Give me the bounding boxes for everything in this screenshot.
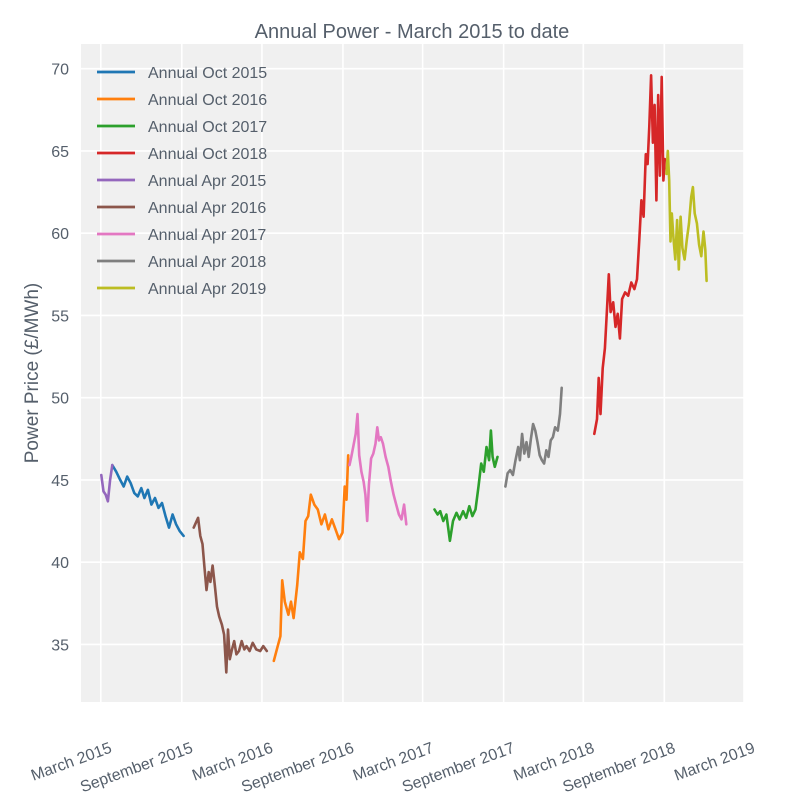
series-line-annual-oct-2018 — [593, 74, 667, 436]
legend-label: Annual Apr 2017 — [148, 227, 266, 244]
series-line-annual-oct-2017 — [433, 429, 499, 543]
series-line-annual-apr-2018 — [504, 386, 563, 488]
series-line-annual-apr-2015 — [100, 463, 114, 503]
series-line-annual-oct-2015 — [111, 463, 185, 538]
legend-label: Annual Apr 2018 — [148, 254, 266, 271]
y-axis-label: Power Price (£/MWh) — [22, 283, 43, 464]
y-tick-label: 35 — [51, 637, 69, 654]
legend-label: Annual Apr 2019 — [148, 281, 266, 298]
y-tick-label: 50 — [51, 391, 69, 408]
legend: Annual Oct 2015 Annual Oct 2016 Annual Oct… — [97, 65, 267, 298]
series-line-annual-apr-2016 — [192, 516, 269, 674]
legend-label: Annual Apr 2015 — [148, 173, 266, 190]
plot-area — [81, 44, 744, 702]
y-tick-label: 70 — [51, 62, 69, 79]
y-tick-label: 55 — [51, 308, 69, 325]
y-tick-label: 60 — [51, 226, 69, 243]
y-tick-label: 45 — [51, 473, 69, 490]
y-tick-label: 40 — [51, 555, 69, 572]
legend-label: Annual Apr 2016 — [148, 200, 266, 217]
legend-label: Annual Oct 2018 — [148, 146, 267, 163]
series-line-annual-apr-2019 — [665, 149, 708, 283]
series-lines — [100, 74, 708, 674]
legend-label: Annual Oct 2016 — [148, 92, 267, 109]
series-line-annual-oct-2016 — [272, 454, 350, 663]
legend-label: Annual Oct 2017 — [148, 119, 267, 136]
y-tick-label: 65 — [51, 144, 69, 161]
chart-title: Annual Power - March 2015 to date — [255, 21, 570, 43]
series-line-annual-apr-2017 — [348, 412, 408, 526]
legend-label: Annual Oct 2015 — [148, 65, 267, 82]
y-axis-ticks: 35 40 45 50 55 60 65 70 — [51, 62, 69, 655]
